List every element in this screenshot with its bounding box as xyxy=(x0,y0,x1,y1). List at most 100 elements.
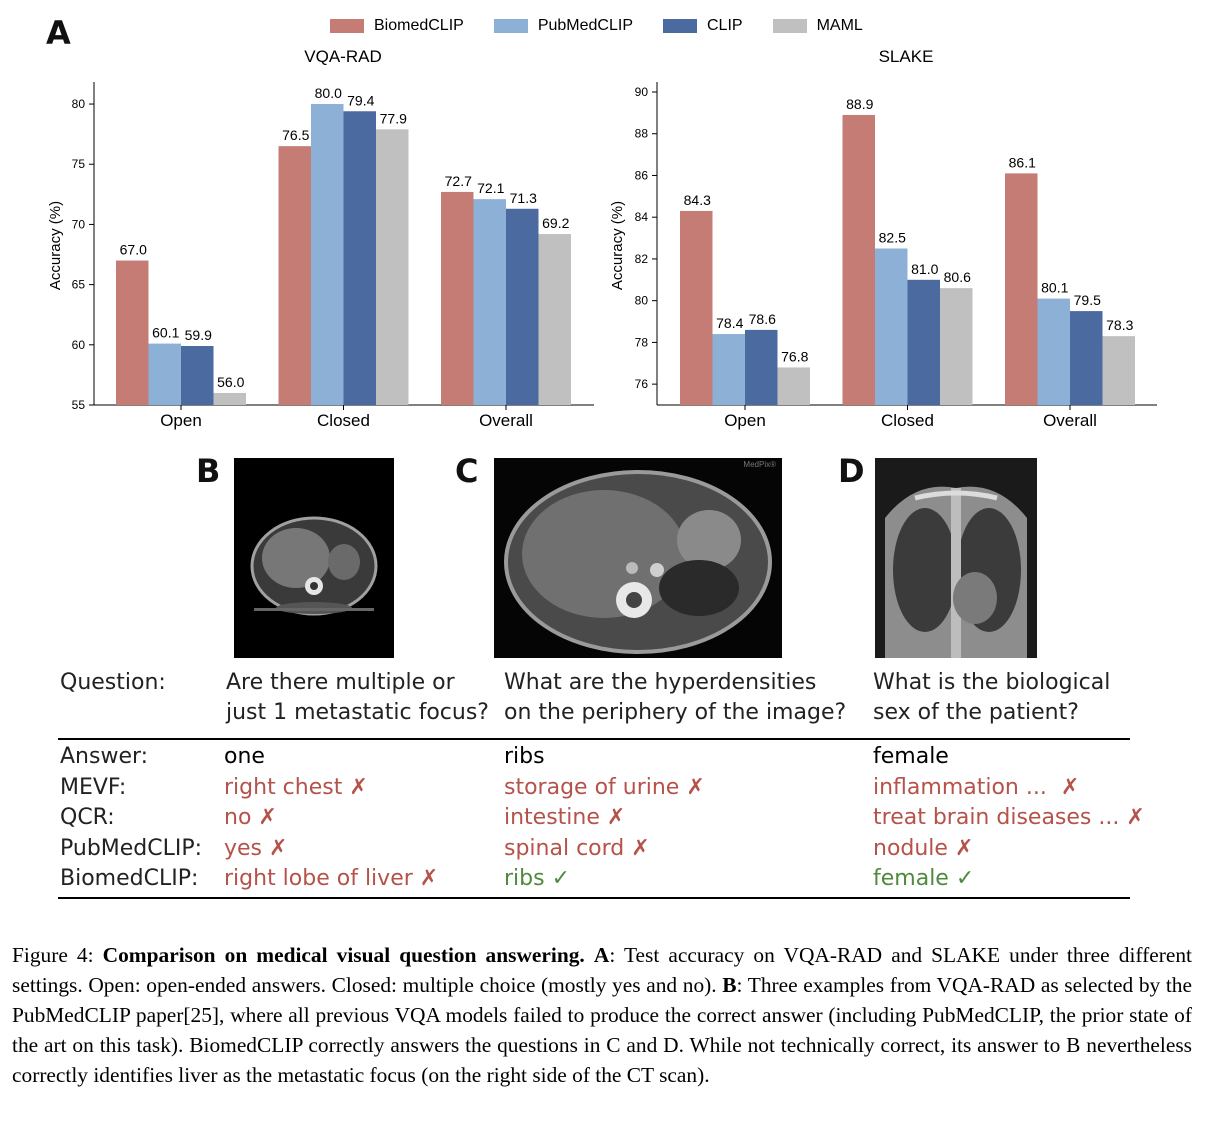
bar-maml xyxy=(213,392,246,405)
x-tick-label: Open xyxy=(160,411,202,430)
legend-swatch xyxy=(330,19,364,33)
question-b: Are there multiple or just 1 metastatic … xyxy=(226,668,489,728)
y-tick-label: 78 xyxy=(635,335,649,349)
data-label: 72.1 xyxy=(477,180,504,196)
legend-swatch xyxy=(772,19,807,33)
table-row: PubMedCLIP: yes ✗ spinal cord ✗ nodule ✗ xyxy=(60,834,1140,864)
answer-cell: female xyxy=(873,744,949,769)
question-line: What is the biological xyxy=(873,670,1111,695)
ct-image-b xyxy=(234,458,394,658)
bar-pubmedclip xyxy=(473,199,506,405)
row-label: Answer: xyxy=(60,744,149,769)
chart-legend: BiomedCLIP PubMedCLIP CLIP MAML xyxy=(330,14,893,38)
legend-label: BiomedCLIP xyxy=(374,17,464,34)
x-tick-label: Closed xyxy=(881,411,934,430)
legend-item-pubmedclip: PubMedCLIP xyxy=(493,17,633,35)
data-label: 69.2 xyxy=(542,215,569,231)
y-axis-label: Accuracy (%) xyxy=(609,201,626,290)
bar-clip xyxy=(1070,311,1103,405)
table-row: BiomedCLIP: right lobe of liver ✗ ribs ✓ fe… xyxy=(60,864,1140,894)
data-label: 82.5 xyxy=(879,230,906,246)
image-watermark: MedPix® xyxy=(743,460,776,469)
table-bottom-rule xyxy=(58,897,1130,899)
bar-clip xyxy=(506,208,539,405)
ct-image-c: MedPix® xyxy=(494,458,782,658)
data-label: 76.5 xyxy=(282,127,309,143)
question-c: What are the hyperdensities on the perip… xyxy=(504,668,846,728)
answer-cell: spinal cord ✗ xyxy=(504,835,650,861)
answer-cell: storage of urine ✗ xyxy=(504,774,705,800)
x-tick-label: Closed xyxy=(317,411,370,430)
y-tick-label: 82 xyxy=(635,252,649,266)
x-tick-label: Overall xyxy=(1043,411,1097,430)
answer-cell: female ✓ xyxy=(873,866,975,891)
row-label: MEVF: xyxy=(60,774,127,800)
data-label: 60.1 xyxy=(152,325,179,341)
bar-maml xyxy=(376,129,409,406)
bar-clip xyxy=(745,329,778,405)
legend-item-biomedclip: BiomedCLIP xyxy=(330,17,464,35)
data-label: 72.7 xyxy=(445,173,472,189)
bar-biomedclip xyxy=(116,260,149,405)
data-label: 79.4 xyxy=(347,92,374,108)
y-tick-label: 90 xyxy=(635,85,649,99)
y-axis-label: Accuracy (%) xyxy=(47,201,64,290)
y-tick-label: 86 xyxy=(635,168,649,182)
chest-xray-icon xyxy=(875,458,1037,658)
answer-cell: ribs ✓ xyxy=(504,866,571,891)
y-tick-label: 55 xyxy=(72,398,86,412)
legend-label: MAML xyxy=(816,17,863,34)
data-label: 79.5 xyxy=(1074,292,1101,308)
data-label: 86.1 xyxy=(1009,154,1036,170)
y-tick-label: 84 xyxy=(635,210,649,224)
ct-scan-abdomen-icon xyxy=(234,458,394,658)
y-tick-label: 70 xyxy=(72,217,86,231)
bar-pubmedclip xyxy=(148,343,181,405)
y-tick-label: 80 xyxy=(635,294,649,308)
table-row: QCR: no ✗ intestine ✗ treat brain diseases … xyxy=(60,803,1145,833)
bar-clip xyxy=(343,111,376,405)
legend-label: CLIP xyxy=(707,17,743,34)
question-line: just 1 metastatic focus? xyxy=(226,700,489,725)
bar-biomedclip xyxy=(1005,173,1038,405)
row-label: BiomedCLIP: xyxy=(60,866,199,891)
data-label: 88.9 xyxy=(846,96,873,112)
question-line: Are there multiple or xyxy=(226,670,455,695)
caption-b-text: : Three examples from VQA-RAD as selecte… xyxy=(12,973,1192,1087)
answer-cell: yes ✗ xyxy=(224,835,288,861)
data-label: 81.0 xyxy=(911,261,938,277)
bar-biomedclip xyxy=(680,210,713,405)
panel-label-c: C xyxy=(455,452,479,490)
bar-biomedclip xyxy=(278,146,311,405)
caption-a-text: : Test accuracy on VQA-RAD and SLAKE und… xyxy=(12,943,1192,997)
table-row: MEVF: right chest ✗ storage of urine ✗ infl… xyxy=(60,773,1140,803)
answer-cell: treat brain diseases ... ✗ xyxy=(873,805,1145,830)
chart-title: SLAKE xyxy=(879,47,934,66)
bar-maml xyxy=(538,234,571,405)
question-line: sex of the patient? xyxy=(873,700,1079,725)
legend-label: PubMedCLIP xyxy=(537,17,633,34)
bar-maml xyxy=(940,288,973,405)
caption-a-label: A xyxy=(593,943,610,967)
bar-pubmedclip xyxy=(311,104,344,406)
answer-cell: inflammation ... ✗ xyxy=(873,774,1080,800)
bar-pubmedclip xyxy=(875,248,908,405)
answer-cell: nodule ✗ xyxy=(873,835,974,861)
caption-b-label: B xyxy=(722,973,737,997)
answer-cell: no ✗ xyxy=(224,805,277,830)
figure-caption: Figure 4: Comparison on medical visual q… xyxy=(12,940,1192,1090)
y-tick-label: 75 xyxy=(72,157,86,171)
bar-pubmedclip xyxy=(1037,298,1070,405)
legend-item-maml: MAML xyxy=(772,17,863,35)
data-label: 71.3 xyxy=(510,190,537,206)
panel-label-d: D xyxy=(838,452,865,490)
table-top-rule xyxy=(58,738,1130,740)
caption-title: Comparison on medical visual question an… xyxy=(102,943,585,967)
panel-label-a: A xyxy=(46,14,71,52)
row-label: QCR: xyxy=(60,805,115,830)
data-label: 76.8 xyxy=(781,348,808,364)
data-label: 78.3 xyxy=(1106,317,1133,333)
data-label: 67.0 xyxy=(120,242,147,258)
answer-cell: intestine ✗ xyxy=(504,805,626,830)
question-line: What are the hyperdensities xyxy=(504,670,817,695)
